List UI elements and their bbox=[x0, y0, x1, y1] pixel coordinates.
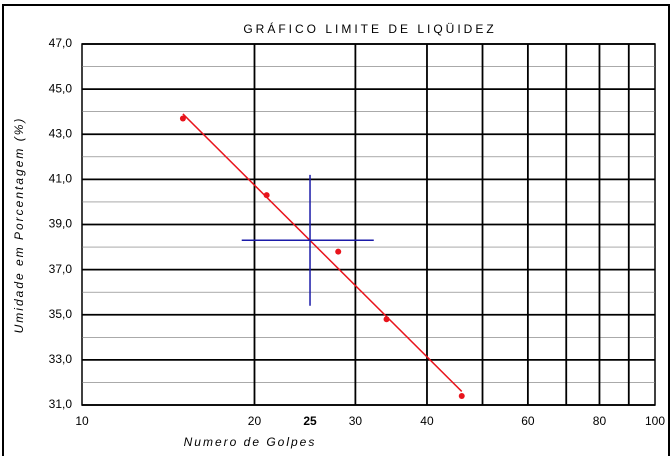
chart-title: GRÁFICO LIMITE DE LIQÜIDEZ bbox=[243, 21, 496, 36]
y-tick-label: 31,0 bbox=[49, 397, 73, 411]
data-point bbox=[335, 248, 342, 255]
x-tick-label: 40 bbox=[420, 414, 434, 428]
x-tick-label: 25 bbox=[303, 414, 317, 428]
x-tick-label: 30 bbox=[349, 414, 363, 428]
data-point bbox=[458, 392, 465, 399]
y-tick-label: 35,0 bbox=[49, 307, 73, 321]
y-tick-label: 41,0 bbox=[49, 172, 73, 186]
x-tick-label: 60 bbox=[521, 414, 535, 428]
y-axis-label: Umidade em Porcentagem (%) bbox=[12, 117, 26, 334]
y-tick-label: 37,0 bbox=[49, 262, 73, 276]
y-tick-label: 33,0 bbox=[49, 352, 73, 366]
data-point bbox=[179, 115, 186, 122]
x-tick-label: 20 bbox=[248, 414, 262, 428]
x-axis-label: Numero de Golpes bbox=[184, 435, 317, 449]
y-tick-label: 45,0 bbox=[49, 81, 73, 95]
x-tick-label: 10 bbox=[75, 414, 89, 428]
y-tick-label: 43,0 bbox=[49, 126, 73, 140]
trend-line bbox=[182, 113, 463, 392]
x-tick-label: 80 bbox=[593, 414, 607, 428]
data-point bbox=[383, 316, 390, 323]
data-point bbox=[263, 192, 270, 199]
y-tick-label: 47,0 bbox=[49, 36, 73, 50]
x-tick-label: 100 bbox=[645, 414, 665, 428]
y-tick-label: 39,0 bbox=[49, 217, 73, 231]
